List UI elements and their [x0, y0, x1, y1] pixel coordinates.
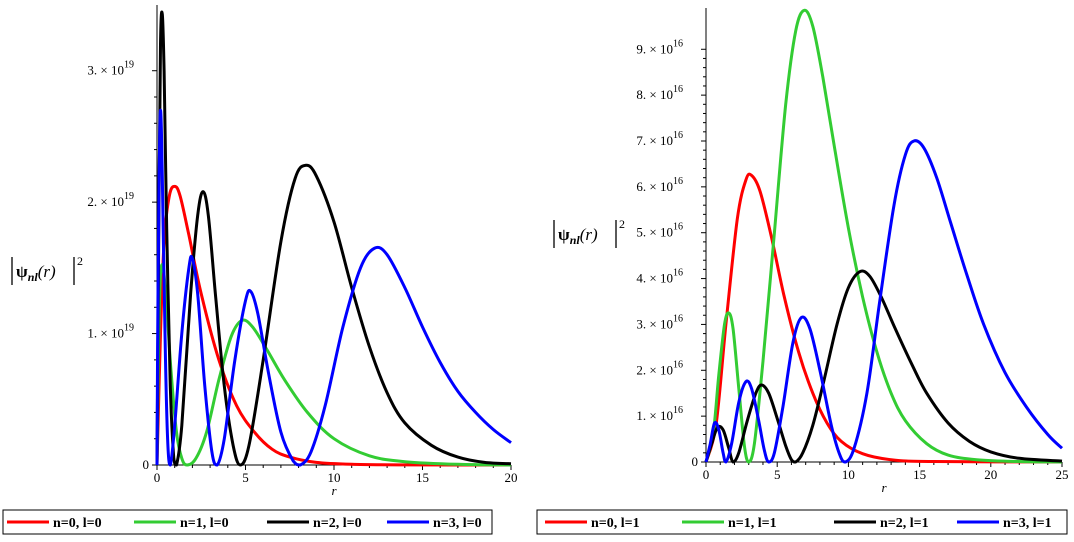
svg-text:ψnl(r): ψnl(r) — [16, 262, 56, 284]
y-tick-label: 6. × 1016 — [636, 176, 683, 194]
y-tick-label: 9. × 1016 — [636, 38, 683, 56]
y-axis-label: ψnl(r) 2 — [11, 254, 83, 285]
chart-right: 0 5 10 15 20 25 r 0 1. × 1016 2. × 1016 3. × 1016 4… — [536, 8, 1069, 535]
y-axis-label: ψnl(r) 2 — [553, 217, 625, 248]
x-tick-label: 20 — [984, 467, 997, 482]
y-tick-label: 2. × 1019 — [87, 191, 134, 209]
svg-text:ψnl(r): ψnl(r) — [558, 225, 598, 247]
x-tick-label: 10 — [328, 470, 341, 485]
y-tick-label: 3. × 1016 — [636, 313, 683, 331]
legend-label: n=2, l=0 — [313, 516, 362, 531]
x-tick-label: 15 — [416, 470, 429, 485]
y-tick-label: 8. × 1016 — [636, 84, 683, 102]
y-tick-label: 0 — [143, 457, 150, 472]
series-line-1 — [704, 172, 1063, 464]
series-line-4 — [704, 139, 1064, 464]
series-line-2 — [704, 8, 1063, 464]
series-line-3 — [155, 10, 512, 467]
x-tick-label: 5 — [242, 470, 249, 485]
series-line-3 — [704, 269, 1063, 464]
series-line-4 — [155, 108, 512, 467]
chart-left: 0 5 10 15 20 r 0 1. × 1019 2. × 1019 3. × 1019 ψnl… — [2, 5, 518, 535]
svg-text:2: 2 — [619, 217, 625, 231]
y-tick-label: 1. × 1016 — [636, 405, 683, 423]
x-tick-label: 0 — [154, 470, 161, 485]
x-tick-label: 0 — [703, 467, 710, 482]
x-tick-label: 25 — [1056, 467, 1069, 482]
y-tick-label: 2. × 1016 — [636, 359, 683, 377]
legend-label: n=1, l=1 — [728, 516, 777, 531]
legend-label: n=2, l=1 — [880, 516, 929, 531]
y-tick-label: 4. × 1016 — [636, 268, 683, 286]
y-tick-label: 3. × 1019 — [87, 60, 134, 78]
y-tick-label: 1. × 1019 — [87, 323, 134, 341]
y-tick-label: 0 — [692, 454, 699, 469]
series-line-1 — [155, 184, 512, 467]
legend-label: n=3, l=1 — [1003, 516, 1052, 531]
legend-label: n=0, l=1 — [591, 516, 640, 531]
legend-label: n=1, l=0 — [180, 516, 229, 531]
x-tick-label: 20 — [505, 470, 518, 485]
svg-text:2: 2 — [77, 254, 83, 268]
legend-label: n=3, l=0 — [433, 516, 482, 531]
x-axis-label: r — [881, 480, 887, 495]
x-tick-label: 5 — [774, 467, 781, 482]
x-axis-label: r — [331, 483, 337, 498]
y-tick-label: 7. × 1016 — [636, 130, 683, 148]
x-tick-label: 15 — [913, 467, 926, 482]
legend-label: n=0, l=0 — [53, 516, 102, 531]
x-tick-label: 10 — [842, 467, 855, 482]
y-tick-label: 5. × 1016 — [636, 222, 683, 240]
